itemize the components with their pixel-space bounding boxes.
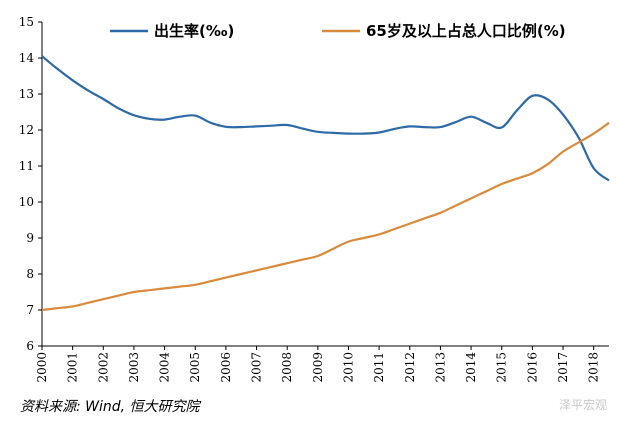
- series-line-1: [41, 55, 610, 182]
- series-lines: [41, 55, 610, 312]
- y-tick-label: 9: [26, 231, 34, 245]
- watermark: 泽平宏观: [558, 398, 607, 412]
- y-tick-label: 12: [19, 123, 34, 137]
- x-tick-label: 2006: [219, 352, 233, 383]
- legend: 出生率(‰) 65岁及以上占总人口比例(%): [110, 22, 566, 40]
- x-axis-ticks: 2000 2001 2002 2003 2004 2005 2006 2007 2008 2009…: [35, 346, 601, 383]
- y-tick-label: 10: [19, 195, 34, 209]
- x-tick-label: 2012: [403, 352, 417, 383]
- x-tick-label: 2001: [66, 352, 80, 383]
- y-tick-label: 7: [26, 303, 34, 317]
- legend-label-2: 65岁及以上占总人口比例(%): [366, 22, 566, 40]
- y-tick-label: 13: [19, 87, 34, 101]
- x-tick-label: 2015: [495, 352, 509, 383]
- x-tick-label: 2005: [188, 352, 202, 383]
- source-note: 资料来源: Wind, 恒大研究院: [20, 399, 200, 415]
- y-tick-label: 11: [19, 159, 34, 173]
- x-tick-label: 2000: [35, 352, 49, 383]
- x-tick-label: 2002: [96, 352, 110, 383]
- x-tick-label: 2008: [280, 352, 294, 383]
- y-tick-label: 14: [19, 51, 35, 65]
- x-tick-label: 2004: [158, 352, 172, 383]
- axes: [41, 22, 609, 347]
- x-tick-label: 2017: [556, 352, 570, 383]
- x-tick-label: 2007: [250, 352, 264, 383]
- x-tick-label: 2014: [464, 352, 478, 383]
- y-tick-label: 15: [19, 15, 34, 29]
- x-tick-label: 2011: [372, 352, 386, 383]
- legend-label-1: 出生率(‰): [154, 22, 234, 40]
- series-line-2: [41, 121, 610, 312]
- x-tick-label: 2013: [433, 352, 447, 383]
- x-tick-label: 2018: [587, 352, 601, 383]
- x-tick-label: 2016: [525, 352, 539, 383]
- x-tick-label: 2009: [311, 352, 325, 383]
- x-tick-label: 2010: [341, 352, 355, 383]
- y-axis-ticks: 6 7 8 9 10 11 12 13 14 15: [19, 15, 42, 353]
- y-tick-label: 8: [26, 267, 34, 281]
- x-tick-label: 2003: [127, 352, 141, 383]
- y-tick-label: 6: [26, 339, 34, 353]
